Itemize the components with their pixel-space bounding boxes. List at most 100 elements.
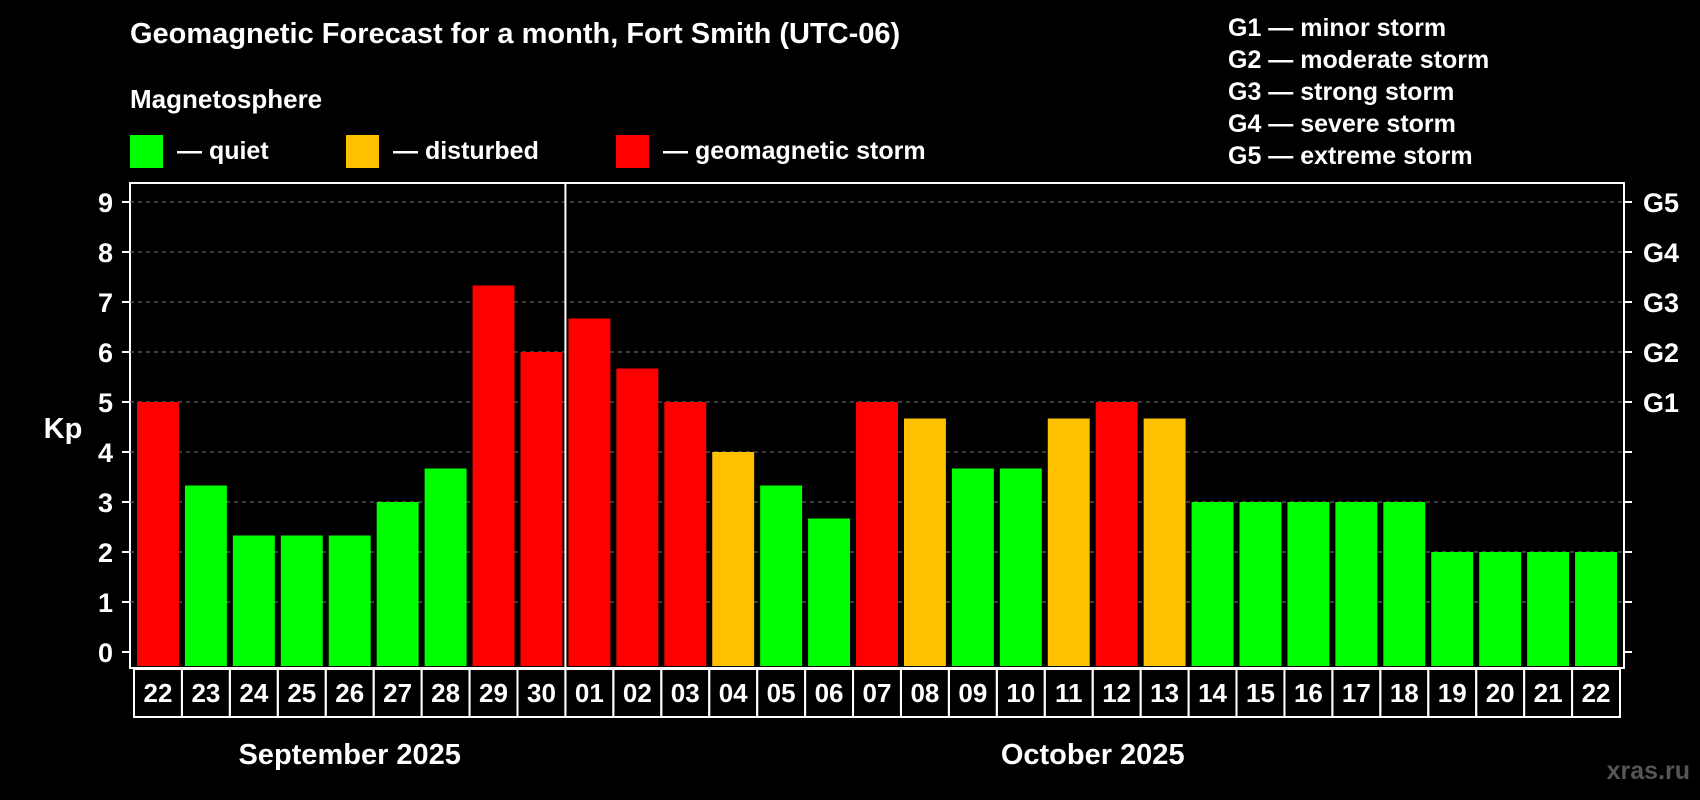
g-legend-g1: G1 — minor storm [1228, 14, 1447, 42]
x-tick-label: 27 [383, 678, 412, 708]
x-tick-label: 29 [479, 678, 508, 708]
x-tick-label: 26 [335, 678, 364, 708]
x-tick-label: 10 [1006, 678, 1035, 708]
chart-title: Geomagnetic Forecast for a month, Fort S… [130, 18, 901, 50]
x-tick-label: 25 [287, 678, 316, 708]
x-tick-label: 01 [575, 678, 604, 708]
bar [1479, 552, 1522, 666]
bar [616, 368, 659, 666]
bar [280, 535, 323, 666]
bar [903, 418, 946, 666]
y-tick-label: 2 [98, 538, 113, 568]
g-legend-g5: G5 — extreme storm [1228, 142, 1473, 170]
bar [1287, 502, 1330, 666]
month-label: October 2025 [1001, 739, 1185, 771]
x-tick-label: 21 [1534, 678, 1563, 708]
y-tick-label: 1 [98, 588, 113, 618]
legend-item-disturbed: — disturbed [346, 134, 539, 168]
y-tick-label: 5 [98, 388, 113, 418]
bar [424, 468, 467, 666]
bar [520, 352, 563, 666]
bar [1431, 552, 1474, 666]
bar [1239, 502, 1282, 666]
bar [232, 535, 275, 666]
bar [856, 402, 898, 666]
x-tick-label: 06 [815, 678, 844, 708]
x-tick-label: 14 [1198, 678, 1227, 708]
x-tick-label: 30 [527, 678, 556, 708]
legend-heading: Magnetosphere [130, 84, 323, 114]
x-tick-label: 08 [910, 678, 939, 708]
legend-item-quiet: — quiet [130, 134, 269, 168]
x-tick-label: 16 [1294, 678, 1323, 708]
bar [951, 468, 994, 666]
bar [1575, 552, 1617, 666]
bar [1191, 502, 1234, 666]
x-tick-label: 05 [767, 678, 796, 708]
x-tick-label: 22 [1582, 678, 1611, 708]
legend-label-disturbed: — disturbed [393, 136, 539, 165]
bar [376, 502, 419, 666]
x-tick-label: 13 [1150, 678, 1179, 708]
bar [999, 468, 1042, 666]
x-tick-label: 09 [958, 678, 987, 708]
bar [568, 318, 611, 666]
month-label: September 2025 [238, 739, 460, 771]
legend-label-quiet: — quiet [177, 136, 269, 165]
bar [1047, 418, 1090, 666]
bar [1143, 418, 1186, 666]
x-tick-label: 24 [239, 678, 268, 708]
g-scale-label: G2 [1643, 338, 1679, 368]
y-axis-label: Kp [44, 413, 83, 445]
x-tick-label: 04 [719, 678, 748, 708]
x-tick-label: 03 [671, 678, 700, 708]
g-scale-label: G3 [1643, 288, 1679, 318]
g-legend-g4: G4 — severe storm [1228, 110, 1456, 138]
bar [808, 518, 851, 666]
x-tick-label: 20 [1486, 678, 1515, 708]
g-legend-g2: G2 — moderate storm [1228, 46, 1490, 74]
bar [1527, 552, 1570, 666]
y-tick-label: 9 [98, 188, 113, 218]
x-tick-label: 23 [191, 678, 220, 708]
g-scale-label: G1 [1643, 388, 1679, 418]
x-label-box [1571, 668, 1622, 718]
g-legend-g3: G3 — strong storm [1228, 78, 1455, 106]
legend-swatch-storm [616, 134, 649, 168]
x-tick-label: 07 [863, 678, 892, 708]
x-tick-label: 19 [1438, 678, 1467, 708]
y-tick-label: 8 [98, 238, 113, 268]
g-scale-label: G5 [1643, 188, 1679, 218]
bar [328, 535, 371, 666]
y-tick-label: 0 [98, 638, 113, 668]
bar [712, 452, 755, 666]
legend-item-storm: — geomagnetic storm [616, 134, 926, 168]
x-tick-label: 11 [1055, 678, 1083, 708]
bar [1335, 502, 1378, 666]
x-tick-label: 12 [1102, 678, 1131, 708]
bar [664, 402, 707, 666]
g-scale-label: G4 [1643, 238, 1679, 268]
y-tick-label: 7 [98, 288, 113, 318]
legend-swatch-disturbed [346, 134, 379, 168]
x-tick-label: 17 [1342, 678, 1371, 708]
g-scale-legend: G1 — minor storm G2 — moderate storm G3 … [1228, 12, 1489, 172]
bar [184, 485, 227, 666]
bar [1383, 502, 1426, 666]
x-tick-label: 02 [623, 678, 652, 708]
y-tick-label: 3 [98, 488, 113, 518]
legend-swatch-quiet [130, 134, 163, 168]
x-tick-label: 18 [1390, 678, 1419, 708]
x-tick-label: 28 [431, 678, 460, 708]
legend-label-storm: — geomagnetic storm [663, 136, 926, 165]
y-tick-label: 4 [98, 438, 113, 468]
bar [760, 485, 803, 666]
watermark: xras.ru [1606, 757, 1690, 785]
bar [1095, 402, 1138, 666]
bar [472, 285, 515, 666]
x-tick-label: 22 [144, 678, 173, 708]
bar [137, 402, 179, 666]
y-tick-label: 6 [98, 338, 113, 368]
x-tick-label: 15 [1246, 678, 1275, 708]
